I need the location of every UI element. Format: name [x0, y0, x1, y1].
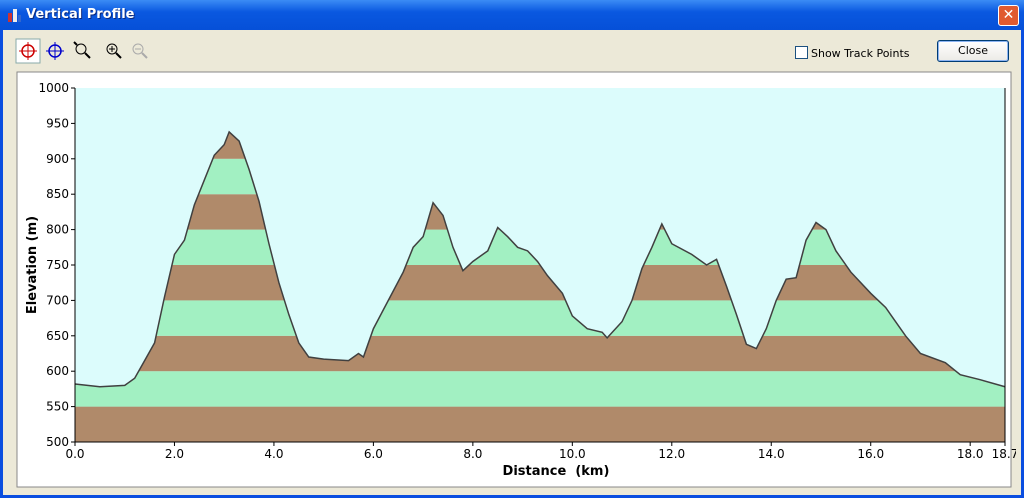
- y-tick-label: 800: [46, 223, 69, 237]
- close-x[interactable]: ✕: [998, 5, 1019, 26]
- checkbox[interactable]: Show Track Points: [795, 46, 910, 60]
- tool-cross: [46, 42, 64, 60]
- y-tick-label: 950: [46, 116, 69, 130]
- x-axis-label: Distance (km): [503, 464, 610, 479]
- tool-cross: [19, 42, 37, 60]
- band: [75, 300, 1005, 336]
- x-tick-label: 4.0: [264, 447, 283, 461]
- tool-zoom-out[interactable]: [132, 43, 144, 55]
- title-bar: Vertical Profile ✕: [0, 0, 1024, 30]
- x-tick-label: 10.0: [559, 447, 586, 461]
- y-tick-label: 850: [46, 187, 69, 201]
- x-tick-label: 2.0: [165, 447, 184, 461]
- x-tick-label: 16.0: [857, 447, 884, 461]
- x-tick-label: 18.0: [957, 447, 984, 461]
- y-tick-label: 500: [46, 435, 69, 449]
- tool-zoom-rect[interactable]: [75, 43, 87, 55]
- band: [75, 406, 1005, 442]
- x-tick-label: 0.0: [65, 447, 84, 461]
- y-tick-label: 900: [46, 152, 69, 166]
- band: [75, 371, 1005, 407]
- y-tick-label: 600: [46, 364, 69, 378]
- checkbox-box[interactable]: [795, 46, 808, 59]
- x-tick-label: 14.0: [758, 447, 785, 461]
- band: [75, 335, 1005, 372]
- checkbox-label: Show Track Points: [811, 47, 910, 60]
- y-tick-label: 650: [46, 329, 69, 343]
- toolbar: [15, 38, 148, 64]
- y-tick-label: 1000: [38, 81, 69, 95]
- profile-line: [74, 130, 1006, 388]
- app-icon: [8, 9, 21, 22]
- tool-plus: [109, 46, 115, 52]
- y-axis-label: Elevation (m): [25, 216, 40, 314]
- y-tick-label: 750: [46, 258, 69, 272]
- window-title: Vertical Profile: [26, 7, 135, 22]
- x-tick-label: 12.0: [658, 447, 685, 461]
- tool-zoom-in[interactable]: [106, 43, 118, 55]
- x-tick-label: 8.0: [463, 447, 482, 461]
- chart: Distance (km) Elevation (m) 500 550 600 650…: [16, 71, 1016, 488]
- x-tick-label: 6.0: [364, 447, 383, 461]
- tool-handle: [73, 41, 91, 59]
- y-tick-label: 700: [46, 293, 69, 307]
- close-button[interactable]: Close: [937, 40, 1009, 62]
- x-tick-label: 18.7: [992, 447, 1016, 461]
- y-tick-label: 550: [46, 400, 69, 414]
